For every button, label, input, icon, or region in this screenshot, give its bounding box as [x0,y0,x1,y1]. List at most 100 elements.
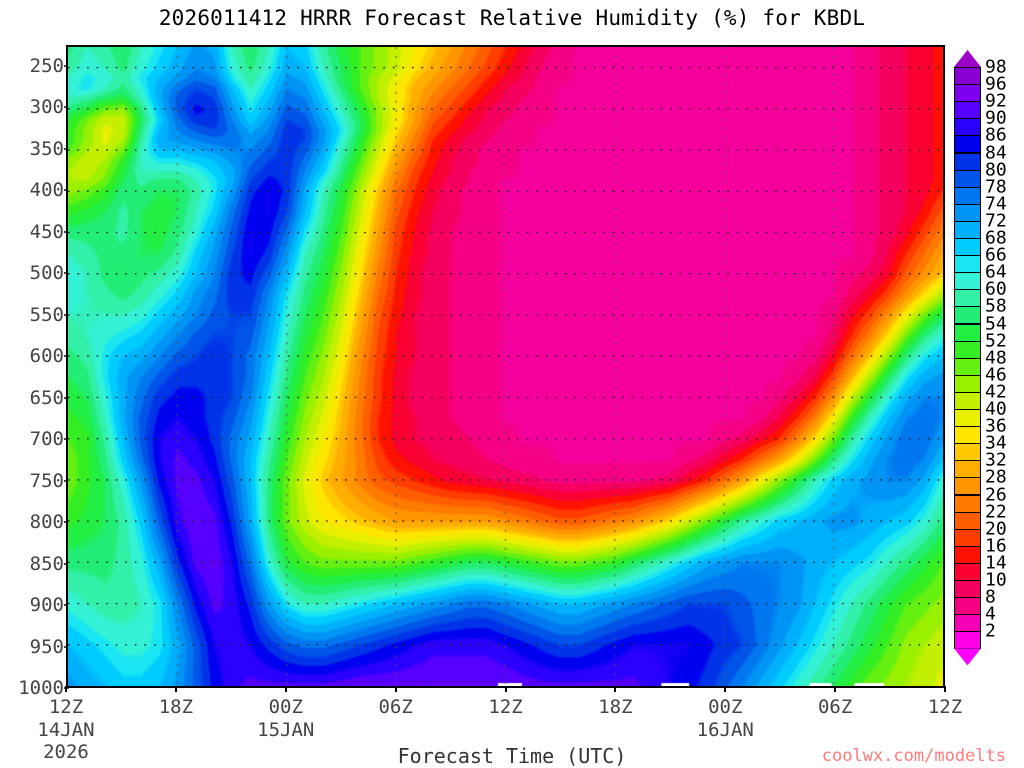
x-tick-hour: 06Z [378,696,413,718]
colorbar-swatch[interactable] [954,494,981,513]
colorbar-swatch[interactable] [954,460,981,479]
x-tick-label: 12Z 14JAN 2026 [37,696,94,763]
colorbar-tick-label: 8 [985,586,996,608]
x-tick-label: 12Z [928,696,962,719]
y-tick-label: 550 [29,303,64,326]
colorbar-tick-label: 20 [985,518,1007,540]
y-tick-label: 250 [29,54,64,77]
colorbar-tick-label: 14 [985,552,1007,574]
colorbar-tick-label: 90 [985,107,1007,129]
colorbar-swatch[interactable] [954,67,981,86]
colorbar-swatch[interactable] [954,597,981,616]
y-tick-label: 1000 [18,677,64,699]
colorbar-swatch[interactable] [954,391,981,410]
y-tick-label: 700 [29,428,64,451]
y-tick-label: 450 [29,220,64,243]
colorbar-tick-label: 4 [985,603,996,625]
y-tick-label: 300 [29,96,64,119]
colorbar-tick-label: 84 [985,142,1007,163]
colorbar-swatch[interactable] [954,528,981,547]
colorbar-swatch[interactable] [954,152,981,171]
colorbar-tick-label: 86 [985,124,1007,146]
y-tick-label: 850 [29,552,64,575]
x-tick-day: 15JAN [257,719,315,741]
x-tick-hour: 06Z [817,696,853,718]
colorbar-swatch[interactable] [954,101,981,120]
y-tick-label: 900 [29,594,64,617]
y-tick-label: 800 [29,511,64,534]
colorbar-swatch[interactable] [954,426,981,445]
page-title: 2026011412 HRRR Forecast Relative Humidi… [158,6,866,30]
colorbar-swatch[interactable] [954,255,981,274]
colorbar-swatch[interactable] [954,477,981,496]
colorbar-tick-label: 36 [985,415,1007,437]
colorbar-tick-label: 34 [985,432,1007,454]
x-tick-day: 14JAN [37,719,95,741]
colorbar-tick-label: 52 [985,330,1007,352]
x-tick-mark [614,686,617,692]
colorbar-tick-label: 98 [985,56,1007,78]
x-tick-hour: 00Z [708,696,743,718]
y-tick-label: 350 [29,137,64,160]
colorbar-swatch[interactable] [954,186,981,205]
colorbar-swatch[interactable] [954,374,981,393]
x-tick-hour: 00Z [268,696,303,718]
colorbar-tick-label: 72 [985,210,1007,232]
colorbar-tick-label: 66 [985,244,1007,266]
colorbar-tick-label: 74 [985,193,1007,215]
colorbar-legend[interactable]: 98 96 92 90 86 84 80 78 74 72 68 66 64 60 58 54 52 48 46 42… [954,45,1024,700]
colorbar-swatch[interactable] [954,238,981,257]
colorbar-cap-top-icon [954,50,981,67]
x-tick-day: 16JAN [696,719,754,741]
colorbar-swatch[interactable] [954,135,981,154]
colorbar-tick-label: 46 [985,364,1007,386]
colorbar-swatch[interactable] [954,220,981,239]
colorbar-swatch[interactable] [954,614,981,633]
colorbar-tick-label: 54 [985,313,1007,334]
colorbar-swatch[interactable] [954,340,981,359]
colorbar-tick-label: 22 [985,501,1007,523]
x-axis-title: Forecast Time (UTC) [397,744,627,768]
y-tick-label: 500 [29,262,64,285]
y-tick-label: 600 [29,345,64,368]
colorbar-swatch[interactable] [954,443,981,462]
y-tick-label: 750 [29,469,64,492]
colorbar-tick-label: 58 [985,295,1007,317]
colorbar-swatch[interactable] [954,357,981,376]
x-tick-mark [65,686,67,692]
colorbar-swatch[interactable] [954,545,981,564]
colorbar-swatch[interactable] [954,203,981,222]
colorbar-swatch[interactable] [954,511,981,530]
y-tick-label: 400 [29,179,64,202]
colorbar-tick-label: 2 [985,620,996,642]
colorbar-swatch[interactable] [954,272,981,291]
x-tick-label: 18Z [159,696,193,719]
colorbar-tick-label: 42 [985,381,1007,403]
plot-area[interactable] [66,45,945,688]
colorbar-tick-label: 80 [985,159,1007,181]
colorbar-swatch[interactable] [954,306,981,325]
colorbar-swatch[interactable] [954,409,981,428]
colorbar-swatch[interactable] [954,562,981,581]
colorbar-swatch[interactable] [954,580,981,599]
colorbar-tick-label: 92 [985,90,1007,112]
x-tick-label: 18Z [598,696,632,719]
colorbar-swatch[interactable] [954,84,981,103]
colorbar-tick-label: 64 [985,261,1007,283]
colorbar-tick-label: 96 [985,73,1007,95]
colorbar-tick-label: 60 [985,278,1007,300]
x-tick-label: 00Z 15JAN [257,696,314,741]
relative-humidity-contour-field [68,47,943,686]
colorbar-tick-label: 78 [985,176,1007,198]
colorbar-swatch[interactable] [954,118,981,137]
colorbar-swatch[interactable] [954,169,981,188]
colorbar-swatch[interactable] [954,289,981,308]
colorbar-swatch[interactable] [954,323,981,342]
x-tick-label: 06Z [378,696,412,719]
colorbar-tick-label: 48 [985,347,1007,369]
x-tick-mark [284,686,287,692]
y-axis: 250 300 350 400 450 500 550 600 650 700 750 800 850 9… [0,45,69,699]
colorbar-tick-label: 16 [985,535,1007,557]
colorbar-swatch[interactable] [954,631,981,650]
x-tick-mark [724,686,727,692]
